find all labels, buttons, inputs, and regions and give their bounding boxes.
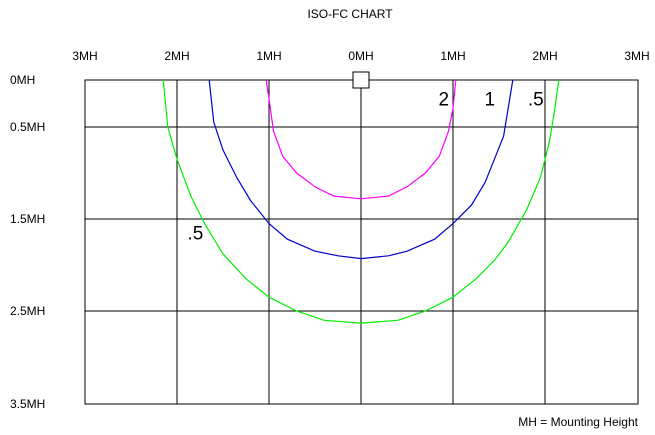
chart-title-group: ISO-FC CHART <box>307 7 393 21</box>
y-tick-label: 0.5MH <box>10 120 45 134</box>
curve-label: 2 <box>439 89 450 110</box>
x-tick-labels: 3MH 2MH 1MH 0MH 1MH 2MH 3MH <box>72 49 649 63</box>
x-tick-label: 2MH <box>164 49 189 63</box>
luminaire-marker <box>352 71 370 89</box>
y-tick-label: 3.5MH <box>10 397 45 411</box>
luminaire-marker-layer <box>352 71 370 89</box>
curve-label: .5 <box>187 224 203 245</box>
x-tick-label: 0MH <box>348 49 373 63</box>
curve-labels: 2 1 .5 .5 <box>187 89 543 244</box>
iso-curve-1 <box>208 79 514 260</box>
iso-curve-point5 <box>162 79 560 324</box>
y-tick-label: 0MH <box>10 73 35 87</box>
iso-curve-2 <box>265 79 457 200</box>
x-tick-label: 3MH <box>624 49 649 63</box>
mounting-height-note: MH = Mounting Height <box>518 415 638 429</box>
x-tick-label: 1MH <box>256 49 281 63</box>
curve-label: 1 <box>485 89 496 110</box>
footnote-group: MH = Mounting Height <box>518 415 638 429</box>
y-tick-label: 1.5MH <box>10 212 45 226</box>
curve-label: .5 <box>528 89 544 110</box>
y-tick-labels: 0MH 0.5MH 1.5MH 2.5MH 3.5MH <box>10 73 45 411</box>
grid-lines <box>85 80 638 404</box>
y-tick-label: 2.5MH <box>10 304 45 318</box>
iso-curves <box>162 79 560 324</box>
x-tick-label: 1MH <box>440 49 465 63</box>
x-tick-label: 2MH <box>532 49 557 63</box>
x-tick-label: 3MH <box>72 49 97 63</box>
chart-title: ISO-FC CHART <box>307 7 393 21</box>
